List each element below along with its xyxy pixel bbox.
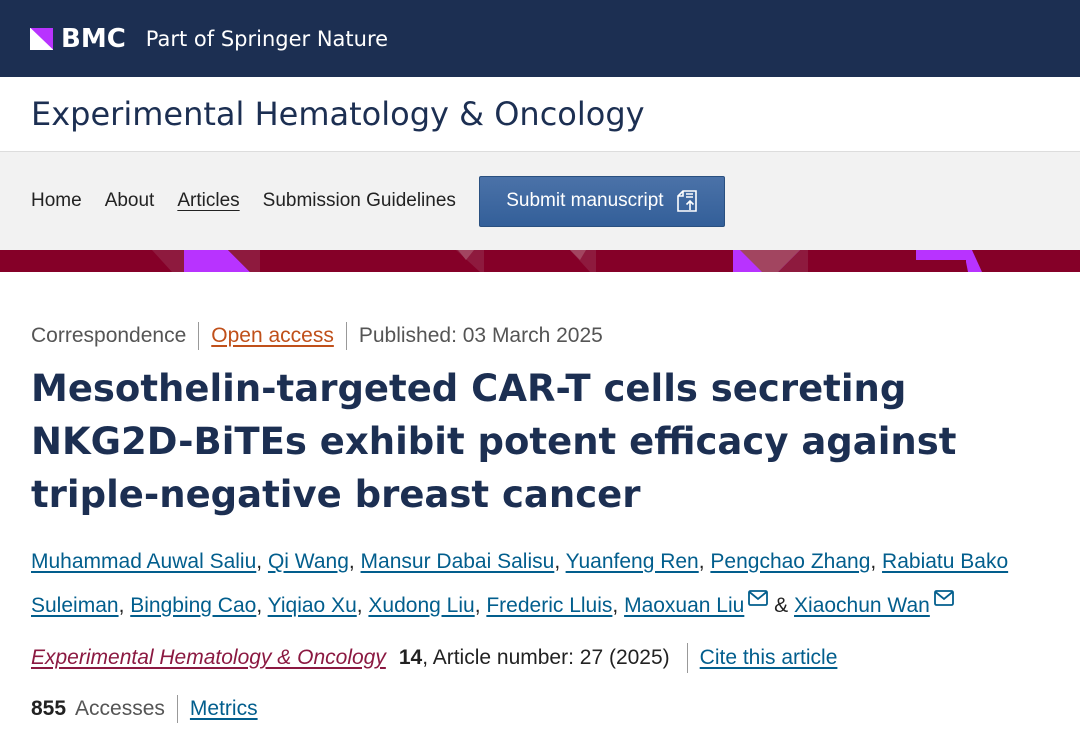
author-link[interactable]: Mansur Dabai Salisu bbox=[360, 550, 555, 573]
journal-nav: Home About Articles Submission Guideline… bbox=[0, 152, 1080, 250]
cite-this-article-link[interactable]: Cite this article bbox=[699, 646, 838, 669]
author-link[interactable]: Xiaochun Wan bbox=[794, 594, 930, 617]
nav-about[interactable]: About bbox=[104, 190, 155, 211]
article-header: Correspondence Open access Published: 03… bbox=[0, 322, 1080, 723]
citation-line: Experimental Hematology & Oncology 14 , … bbox=[31, 643, 1049, 673]
author-link[interactable]: Qi Wang bbox=[267, 550, 349, 573]
decorative-band bbox=[0, 250, 1080, 272]
article-metrics: 855 Accesses Metrics bbox=[31, 695, 1049, 723]
metrics-link[interactable]: Metrics bbox=[189, 697, 258, 720]
divider bbox=[198, 322, 200, 350]
author-separator: , bbox=[256, 550, 268, 573]
accesses-label: Accesses bbox=[75, 697, 165, 720]
nav-articles[interactable]: Articles bbox=[177, 190, 240, 211]
author-link[interactable]: Rabiatu Bako Suleiman bbox=[31, 550, 1009, 617]
site-header: BMC Part of Springer Nature bbox=[0, 0, 1080, 77]
volume: 14 bbox=[398, 646, 423, 669]
author-separator: , bbox=[554, 550, 566, 573]
author-separator: , bbox=[612, 594, 625, 617]
author-list: Muhammad Auwal Saliu, Qi Wang, Mansur Da… bbox=[31, 543, 1071, 625]
author-separator: , bbox=[348, 550, 361, 573]
article-meta: Correspondence Open access Published: 03… bbox=[31, 322, 1049, 350]
author-link[interactable]: Muhammad Auwal Saliu bbox=[31, 550, 257, 573]
author-separator: , bbox=[118, 594, 131, 617]
article-number: , Article number: 27 (2025) bbox=[422, 646, 670, 669]
author-link[interactable]: Xudong Liu bbox=[368, 594, 475, 617]
author-link[interactable]: Pengchao Zhang bbox=[710, 550, 871, 573]
author-link[interactable]: Frederic Lluis bbox=[486, 594, 613, 617]
author-separator: , bbox=[256, 594, 268, 617]
bmc-logo-icon[interactable] bbox=[30, 27, 53, 50]
journal-header: Experimental Hematology & Oncology bbox=[0, 77, 1080, 152]
band-pattern bbox=[152, 250, 982, 272]
submit-manuscript-label: Submit manuscript bbox=[506, 190, 664, 211]
author-separator: , bbox=[474, 594, 487, 617]
submit-manuscript-button[interactable]: Submit manuscript bbox=[478, 175, 725, 227]
author-separator: & bbox=[768, 594, 795, 617]
upload-document-icon bbox=[676, 190, 697, 212]
email-icon[interactable] bbox=[933, 581, 954, 619]
bmc-logo[interactable]: BMC bbox=[61, 23, 126, 54]
divider bbox=[176, 695, 178, 723]
accesses-count: 855 bbox=[31, 697, 67, 720]
email-icon[interactable] bbox=[748, 581, 769, 619]
open-access-link[interactable]: Open access bbox=[211, 324, 334, 347]
divider bbox=[686, 643, 688, 673]
author-separator: , bbox=[356, 594, 369, 617]
nav-submission-guidelines[interactable]: Submission Guidelines bbox=[262, 190, 456, 211]
header-tagline[interactable]: Part of Springer Nature bbox=[145, 26, 389, 51]
author-link[interactable]: Maoxuan Liu bbox=[624, 594, 745, 617]
author-separator: , bbox=[870, 550, 883, 573]
article-type: Correspondence bbox=[31, 324, 187, 347]
journal-link[interactable]: Experimental Hematology & Oncology bbox=[31, 646, 386, 669]
journal-title[interactable]: Experimental Hematology & Oncology bbox=[31, 95, 645, 133]
published-date: Published: 03 March 2025 bbox=[358, 324, 603, 347]
nav-home[interactable]: Home bbox=[31, 190, 82, 211]
author-link[interactable]: Yiqiao Xu bbox=[267, 594, 357, 617]
article-title: Mesothelin-targeted CAR-T cells secretin… bbox=[31, 367, 957, 516]
author-link[interactable]: Bingbing Cao bbox=[130, 594, 257, 617]
author-separator: , bbox=[698, 550, 711, 573]
author-link[interactable]: Yuanfeng Ren bbox=[565, 550, 699, 573]
divider bbox=[345, 322, 347, 350]
